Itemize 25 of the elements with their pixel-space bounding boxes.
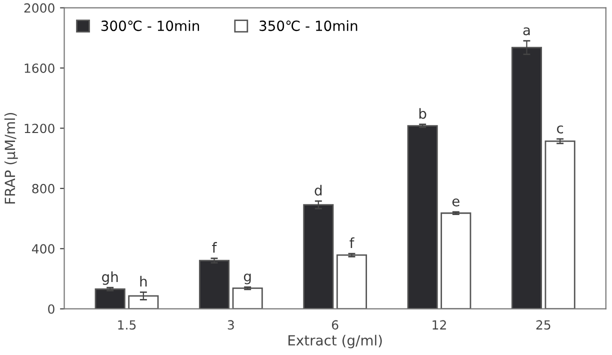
x-tick-label: 1.5: [118, 320, 136, 330]
legend-label: 350℃ - 10min: [260, 20, 358, 32]
x-axis-title: Extract (g/ml): [288, 334, 382, 348]
legend-label: 300℃ - 10min: [101, 20, 200, 32]
y-tick-label: 0: [48, 304, 54, 314]
annotation: d: [314, 184, 322, 196]
annotation: c: [557, 125, 564, 134]
y-tick-label: 1200: [24, 124, 54, 134]
y-tick-label: 2000: [24, 3, 54, 13]
annotation: b: [419, 108, 426, 119]
annotation: h: [140, 276, 147, 286]
annotation: e: [452, 198, 460, 206]
annotation: gh: [102, 271, 118, 285]
y-tick-label: 800: [32, 184, 54, 194]
annotation: g: [244, 274, 251, 284]
x-tick-label: 25: [536, 320, 550, 330]
y-tick-label: 1600: [24, 63, 54, 73]
annotation: a: [523, 27, 530, 36]
y-axis-title: FRAP (µM/ml): [4, 112, 18, 204]
annotation: f: [212, 242, 217, 253]
annotation: f: [350, 237, 354, 248]
x-tick-label: 3: [228, 320, 234, 330]
y-tick-label: 400: [32, 244, 54, 254]
x-tick-label: 6: [332, 320, 338, 330]
x-tick-label: 12: [432, 320, 446, 330]
